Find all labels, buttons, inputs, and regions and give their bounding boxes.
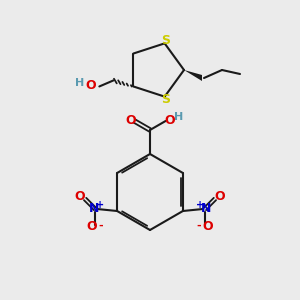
Text: O: O: [164, 113, 175, 127]
Text: O: O: [214, 190, 225, 202]
Polygon shape: [184, 70, 202, 81]
Text: S: S: [161, 93, 170, 106]
Text: +: +: [96, 200, 104, 210]
Text: O: O: [87, 220, 98, 232]
Text: +: +: [196, 200, 204, 210]
Text: H: H: [174, 112, 183, 122]
Text: N: N: [89, 202, 99, 215]
Text: O: O: [85, 79, 96, 92]
Text: -: -: [196, 221, 201, 231]
Text: O: O: [125, 113, 136, 127]
Text: -: -: [99, 221, 103, 231]
Text: O: O: [202, 220, 213, 232]
Text: H: H: [75, 79, 84, 88]
Text: S: S: [161, 34, 170, 47]
Text: N: N: [201, 202, 211, 215]
Text: O: O: [75, 190, 86, 202]
